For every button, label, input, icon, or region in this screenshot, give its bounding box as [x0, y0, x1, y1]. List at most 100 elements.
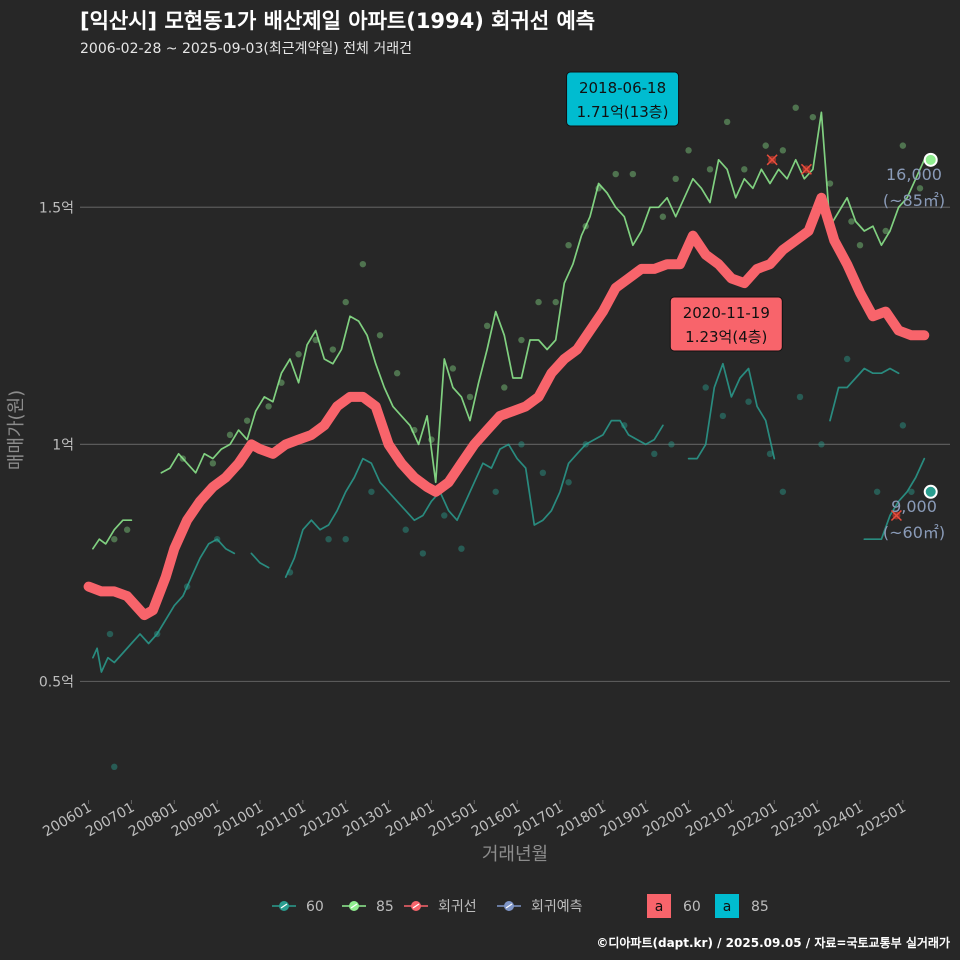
x-tick-label: 201801 [555, 800, 609, 841]
point-85 [882, 227, 889, 235]
point-85 [376, 332, 384, 339]
x-tick-label: 202101 [683, 800, 737, 841]
point-85 [826, 180, 834, 187]
point-60 [899, 422, 907, 429]
point-85 [466, 393, 474, 401]
x-tick-label: 200701 [83, 800, 137, 841]
legend-fill-swatch [647, 894, 671, 918]
point-85 [342, 298, 349, 306]
series-lines [83, 111, 932, 673]
point-85 [565, 241, 572, 249]
x-tick-label: 201401 [383, 800, 437, 841]
x-axis-ticks: 2006012007012008012009012010012011012012… [40, 800, 909, 841]
legend-fill-swatch [715, 894, 739, 918]
point-60 [796, 393, 804, 401]
point-85 [899, 142, 907, 149]
point-85 [518, 336, 525, 344]
point-85 [449, 365, 457, 372]
point-60 [565, 479, 572, 486]
series-line-85 [92, 111, 932, 550]
point-85 [359, 260, 367, 268]
point-60 [719, 412, 727, 420]
series-line-regression [83, 192, 930, 621]
point-85 [209, 460, 217, 467]
x-tick-label: 200901 [169, 800, 223, 841]
x-tick-label: 202301 [769, 800, 823, 841]
point-60 [419, 550, 427, 557]
annotation-callouts: 2018-06-18 1.71억(13층) 2020-11-19 1.23억(4층) [566, 71, 783, 352]
point-85 [792, 104, 799, 111]
legend-label: 60 [306, 899, 324, 915]
y-tick-label: 1억 [52, 437, 74, 453]
point-85 [226, 431, 234, 439]
endpoint-value-label: 9,000 [891, 497, 937, 516]
chart-title: [익산시] 모현동1가 배산제일 아파트(1994) 회귀선 예측 [80, 9, 595, 33]
point-60 [745, 398, 752, 405]
cancelled-markers [766, 154, 902, 522]
y-tick-label: 1.5억 [39, 200, 74, 216]
x-tick-label: 201201 [297, 800, 351, 841]
cancelled-cross [766, 154, 778, 166]
legend: 60 85 회귀선 회귀예측 a 60 a 85 [272, 894, 769, 918]
point-60 [342, 535, 349, 543]
point-85 [243, 417, 251, 424]
series-line-60 [92, 362, 926, 673]
point-60 [702, 384, 709, 391]
endpoint-85 [923, 152, 938, 167]
point-85 [612, 170, 619, 178]
legend-fill-label: 60 [683, 899, 701, 915]
x-tick-label: 201701 [512, 800, 566, 841]
point-60 [325, 535, 332, 543]
point-85 [501, 384, 508, 391]
point-85 [393, 370, 401, 377]
legend-label: 회귀예측 [531, 899, 583, 915]
point-60 [368, 488, 375, 495]
point-60 [651, 450, 658, 458]
x-tick-label: 201001 [212, 800, 266, 841]
point-60 [873, 488, 881, 495]
legend-fill-label: 85 [751, 899, 769, 915]
legend-marker-glyph [505, 903, 513, 909]
x-tick-label: 200601 [40, 800, 94, 841]
point-85 [123, 526, 131, 533]
point-60 [843, 355, 851, 363]
endpoint-area-label: (~85㎡) [883, 191, 945, 210]
point-60 [402, 526, 409, 533]
point-85 [706, 166, 714, 173]
legend-fill-glyph: a [655, 899, 664, 915]
callout-box [566, 71, 680, 127]
grid-lines [80, 206, 950, 683]
callout-value: 1.71억(13층) [577, 103, 669, 121]
endpoint-area-label: (~60㎡) [883, 523, 945, 542]
x-tick-label: 202501 [855, 800, 909, 841]
point-85 [535, 298, 542, 306]
legend-marker-glyph [350, 903, 358, 909]
point-60 [539, 469, 547, 477]
y-axis-title: 매매가(원) [6, 390, 27, 470]
caption: ©디아파트(dapt.kr) / 2025.09.05 / 자료=국토교통부 실… [596, 935, 950, 950]
point-85 [329, 346, 337, 353]
point-60 [818, 441, 825, 448]
point-85 [629, 170, 637, 178]
x-tick-label: 200801 [126, 800, 180, 841]
x-tick-label: 201601 [469, 800, 523, 841]
point-85 [265, 403, 272, 410]
point-85 [723, 118, 731, 126]
callout-value: 1.23억(4층) [685, 328, 767, 346]
x-tick-label: 202201 [726, 800, 780, 841]
cancelled-cross [800, 163, 812, 175]
point-85 [856, 241, 864, 249]
y-tick-label: 0.5억 [39, 674, 74, 690]
point-60 [492, 488, 499, 495]
point-85 [685, 147, 692, 154]
endpoint-60 [923, 484, 938, 499]
y-axis-ticks: 0.5억 1억 1.5억 [39, 200, 74, 690]
point-85 [848, 218, 855, 225]
point-60 [111, 763, 118, 771]
point-85 [741, 166, 748, 173]
point-60 [106, 630, 114, 638]
callout-box [669, 296, 783, 352]
point-60 [518, 441, 525, 448]
endpoint-markers: 16,000 (~85㎡) 9,000 (~60㎡) [883, 152, 945, 542]
point-85 [916, 185, 924, 192]
